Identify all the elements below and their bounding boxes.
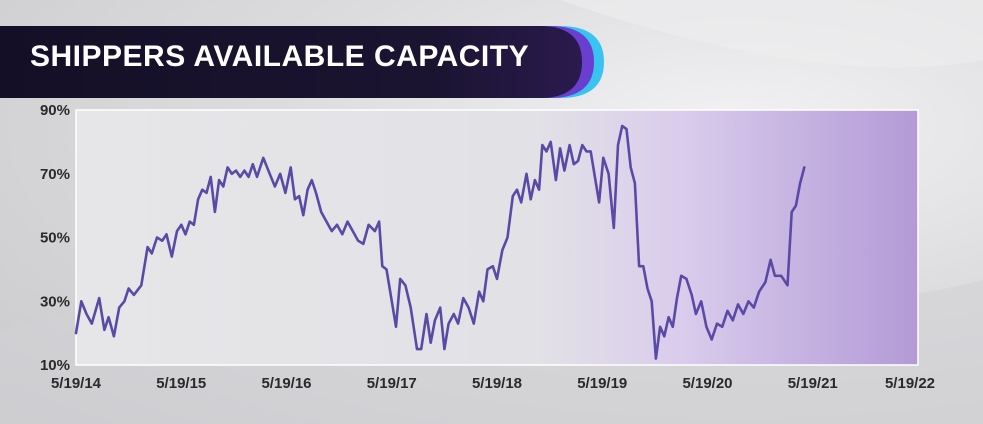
x-tick-label: 5/19/20 xyxy=(682,375,732,392)
title-bar-fill xyxy=(0,26,582,98)
x-tick-label: 5/19/19 xyxy=(577,375,627,392)
title-bar xyxy=(0,26,604,98)
x-tick-label: 5/19/14 xyxy=(51,375,102,392)
series-line xyxy=(74,124,806,360)
y-tick-label: 30% xyxy=(40,293,70,310)
y-tick-label: 10% xyxy=(40,357,70,374)
x-tick-label: 5/19/17 xyxy=(367,375,417,392)
x-tick-label: 5/19/15 xyxy=(156,375,206,392)
chart-title: SHIPPERS AVAILABLE CAPACITY xyxy=(30,40,530,73)
y-tick-label: 70% xyxy=(40,166,70,183)
x-tick-label: 5/19/18 xyxy=(472,375,522,392)
x-axis: 5/19/14 5/19/15 5/19/16 5/19/17 5/19/18 5/19/… xyxy=(51,375,935,392)
series-group xyxy=(74,124,806,360)
x-tick-label: 5/19/22 xyxy=(885,375,935,392)
plot-area xyxy=(75,109,919,366)
x-tick-label: 5/19/16 xyxy=(261,375,311,392)
x-tick-label: 5/19/21 xyxy=(788,375,838,392)
y-tick-label: 50% xyxy=(40,230,70,247)
y-axis: 10% 30% 50% 70% 90% xyxy=(40,102,70,374)
y-tick-label: 90% xyxy=(40,102,70,119)
